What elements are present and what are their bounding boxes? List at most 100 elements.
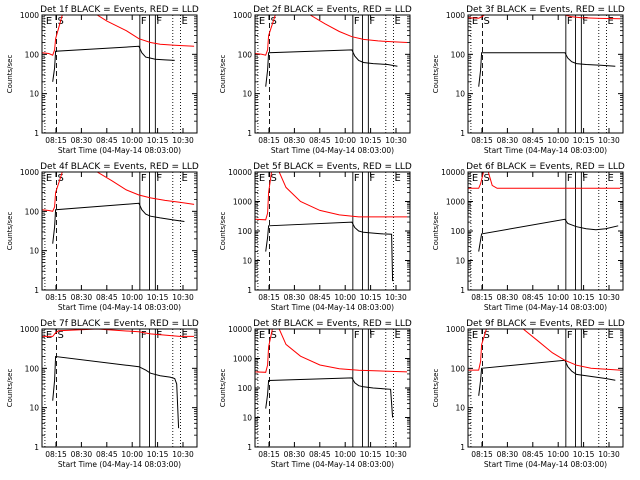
y-axis-label: Counts/sec [432,55,440,94]
y-tick-label: 1000 [446,11,465,20]
x-tick-label: 08:45 [522,293,544,302]
y-tick-label: 10 [455,257,465,266]
x-tick-label: 10:00 [121,450,143,459]
y-tick-label: 100 [25,207,40,216]
event-marker-label: F [582,330,588,341]
y-tick-label: 10 [455,404,465,413]
x-tick-label: 08:45 [96,293,118,302]
lld-series-line [468,328,621,371]
x-tick-label: 08:45 [522,136,544,145]
y-tick-label: 10000 [441,168,465,177]
x-tick-label: 08:30 [497,136,519,145]
y-tick-label: 1 [34,443,39,452]
event-marker-label: E [182,16,188,27]
y-axis-label: Counts/sec [432,369,440,408]
event-marker-label: F [354,173,360,184]
x-tick-label: 10:30 [598,136,620,145]
panel-title: Det 6f BLACK = Events, RED = LLD [466,162,625,172]
event-marker-label: E [259,173,265,184]
plot-frame [41,171,198,291]
x-tick-label: 10:00 [334,136,356,145]
y-tick-label: 1 [34,129,39,138]
lld-series-line [42,328,195,337]
y-tick-label: 1000 [446,325,465,334]
plot-frame [41,14,198,134]
event-marker-label: F [354,330,360,341]
panel-title: Det 3f BLACK = Events, RED = LLD [466,5,625,15]
y-tick-label: 1000 [20,325,39,334]
events-series-line [478,218,619,252]
event-marker-label: S [484,330,490,341]
event-marker-label: F [369,173,375,184]
y-tick-label: 10000 [228,168,252,177]
lld-series-line [254,171,408,221]
y-axis-label: Counts/sec [6,212,14,251]
y-axis-label: Counts/sec [6,369,14,408]
y-tick-label: 10 [242,257,252,266]
x-tick-label: 08:30 [284,136,306,145]
panel-3: Det 3f BLACK = Events, RED = LLD Counts/s… [432,5,625,155]
panel-2: Det 2f BLACK = Events, RED = LLD Counts/s… [219,5,412,155]
x-axis-label: Start Time (04-May-14 08:03:00) [271,146,394,155]
x-tick-label: 10:15 [360,293,382,302]
x-tick-label: 10:15 [573,450,595,459]
y-axis-label: Counts/sec [219,55,227,94]
x-tick-label: 08:15 [471,450,493,459]
x-tick-label: 10:00 [121,136,143,145]
panel-title: Det 7f BLACK = Events, RED = LLD [40,319,199,329]
y-tick-label: 100 [451,50,466,59]
event-marker-label: S [271,330,277,341]
y-tick-label: 10 [242,414,252,423]
panel-title: Det 9f BLACK = Events, RED = LLD [466,319,625,329]
plot-frame [467,14,624,134]
event-marker-label: F [141,330,147,341]
events-series-line [478,52,616,87]
x-tick-label: 10:30 [385,450,407,459]
y-tick-label: 100 [25,364,40,373]
panel-5: Det 5f BLACK = Events, RED = LLD Counts/s… [219,162,412,312]
x-axis-label: Start Time (04-May-14 08:03:00) [58,303,181,312]
y-axis-label: Counts/sec [219,369,227,408]
event-marker-label: E [608,173,614,184]
x-axis-label: Start Time (04-May-14 08:03:00) [484,146,607,155]
x-tick-label: 10:00 [547,293,569,302]
y-tick-label: 1 [460,443,465,452]
event-marker-label: E [182,330,188,341]
lld-series-line [41,171,195,212]
y-tick-label: 10 [29,404,39,413]
x-tick-label: 10:30 [385,136,407,145]
plot-frame [467,171,624,291]
event-marker-label: E [395,173,401,184]
event-marker-label: F [141,173,147,184]
event-marker-label: F [141,16,147,27]
events-series-line [265,49,398,87]
event-marker-label: F [567,330,573,341]
panel-9: Det 9f BLACK = Events, RED = LLD Counts/s… [432,319,625,469]
panel-title: Det 1f BLACK = Events, RED = LLD [40,5,199,15]
event-marker-label: E [259,16,265,27]
plot-frame [254,171,411,291]
y-axis-label: Counts/sec [6,55,14,94]
y-tick-label: 1 [460,129,465,138]
panel-1: Det 1f BLACK = Events, RED = LLD Counts/s… [6,5,199,155]
event-marker-label: S [271,173,277,184]
x-tick-label: 10:00 [547,136,569,145]
panel-7: Det 7f BLACK = Events, RED = LLD Counts/s… [6,319,199,469]
x-tick-label: 08:30 [284,293,306,302]
event-marker-label: E [608,16,614,27]
y-tick-label: 100 [238,50,253,59]
plot-frame [254,328,411,448]
x-tick-label: 08:15 [45,293,67,302]
events-series-line [52,355,180,429]
y-tick-label: 100 [451,227,466,236]
x-axis-label: Start Time (04-May-14 08:03:00) [271,460,394,469]
plot-frame [254,14,411,134]
y-tick-label: 10 [29,247,39,256]
event-marker-label: E [472,16,478,27]
lld-series-line [254,328,408,373]
y-tick-label: 1 [247,443,252,452]
lld-series-line [41,14,195,56]
x-tick-label: 08:15 [45,136,67,145]
event-marker-label: E [182,173,188,184]
